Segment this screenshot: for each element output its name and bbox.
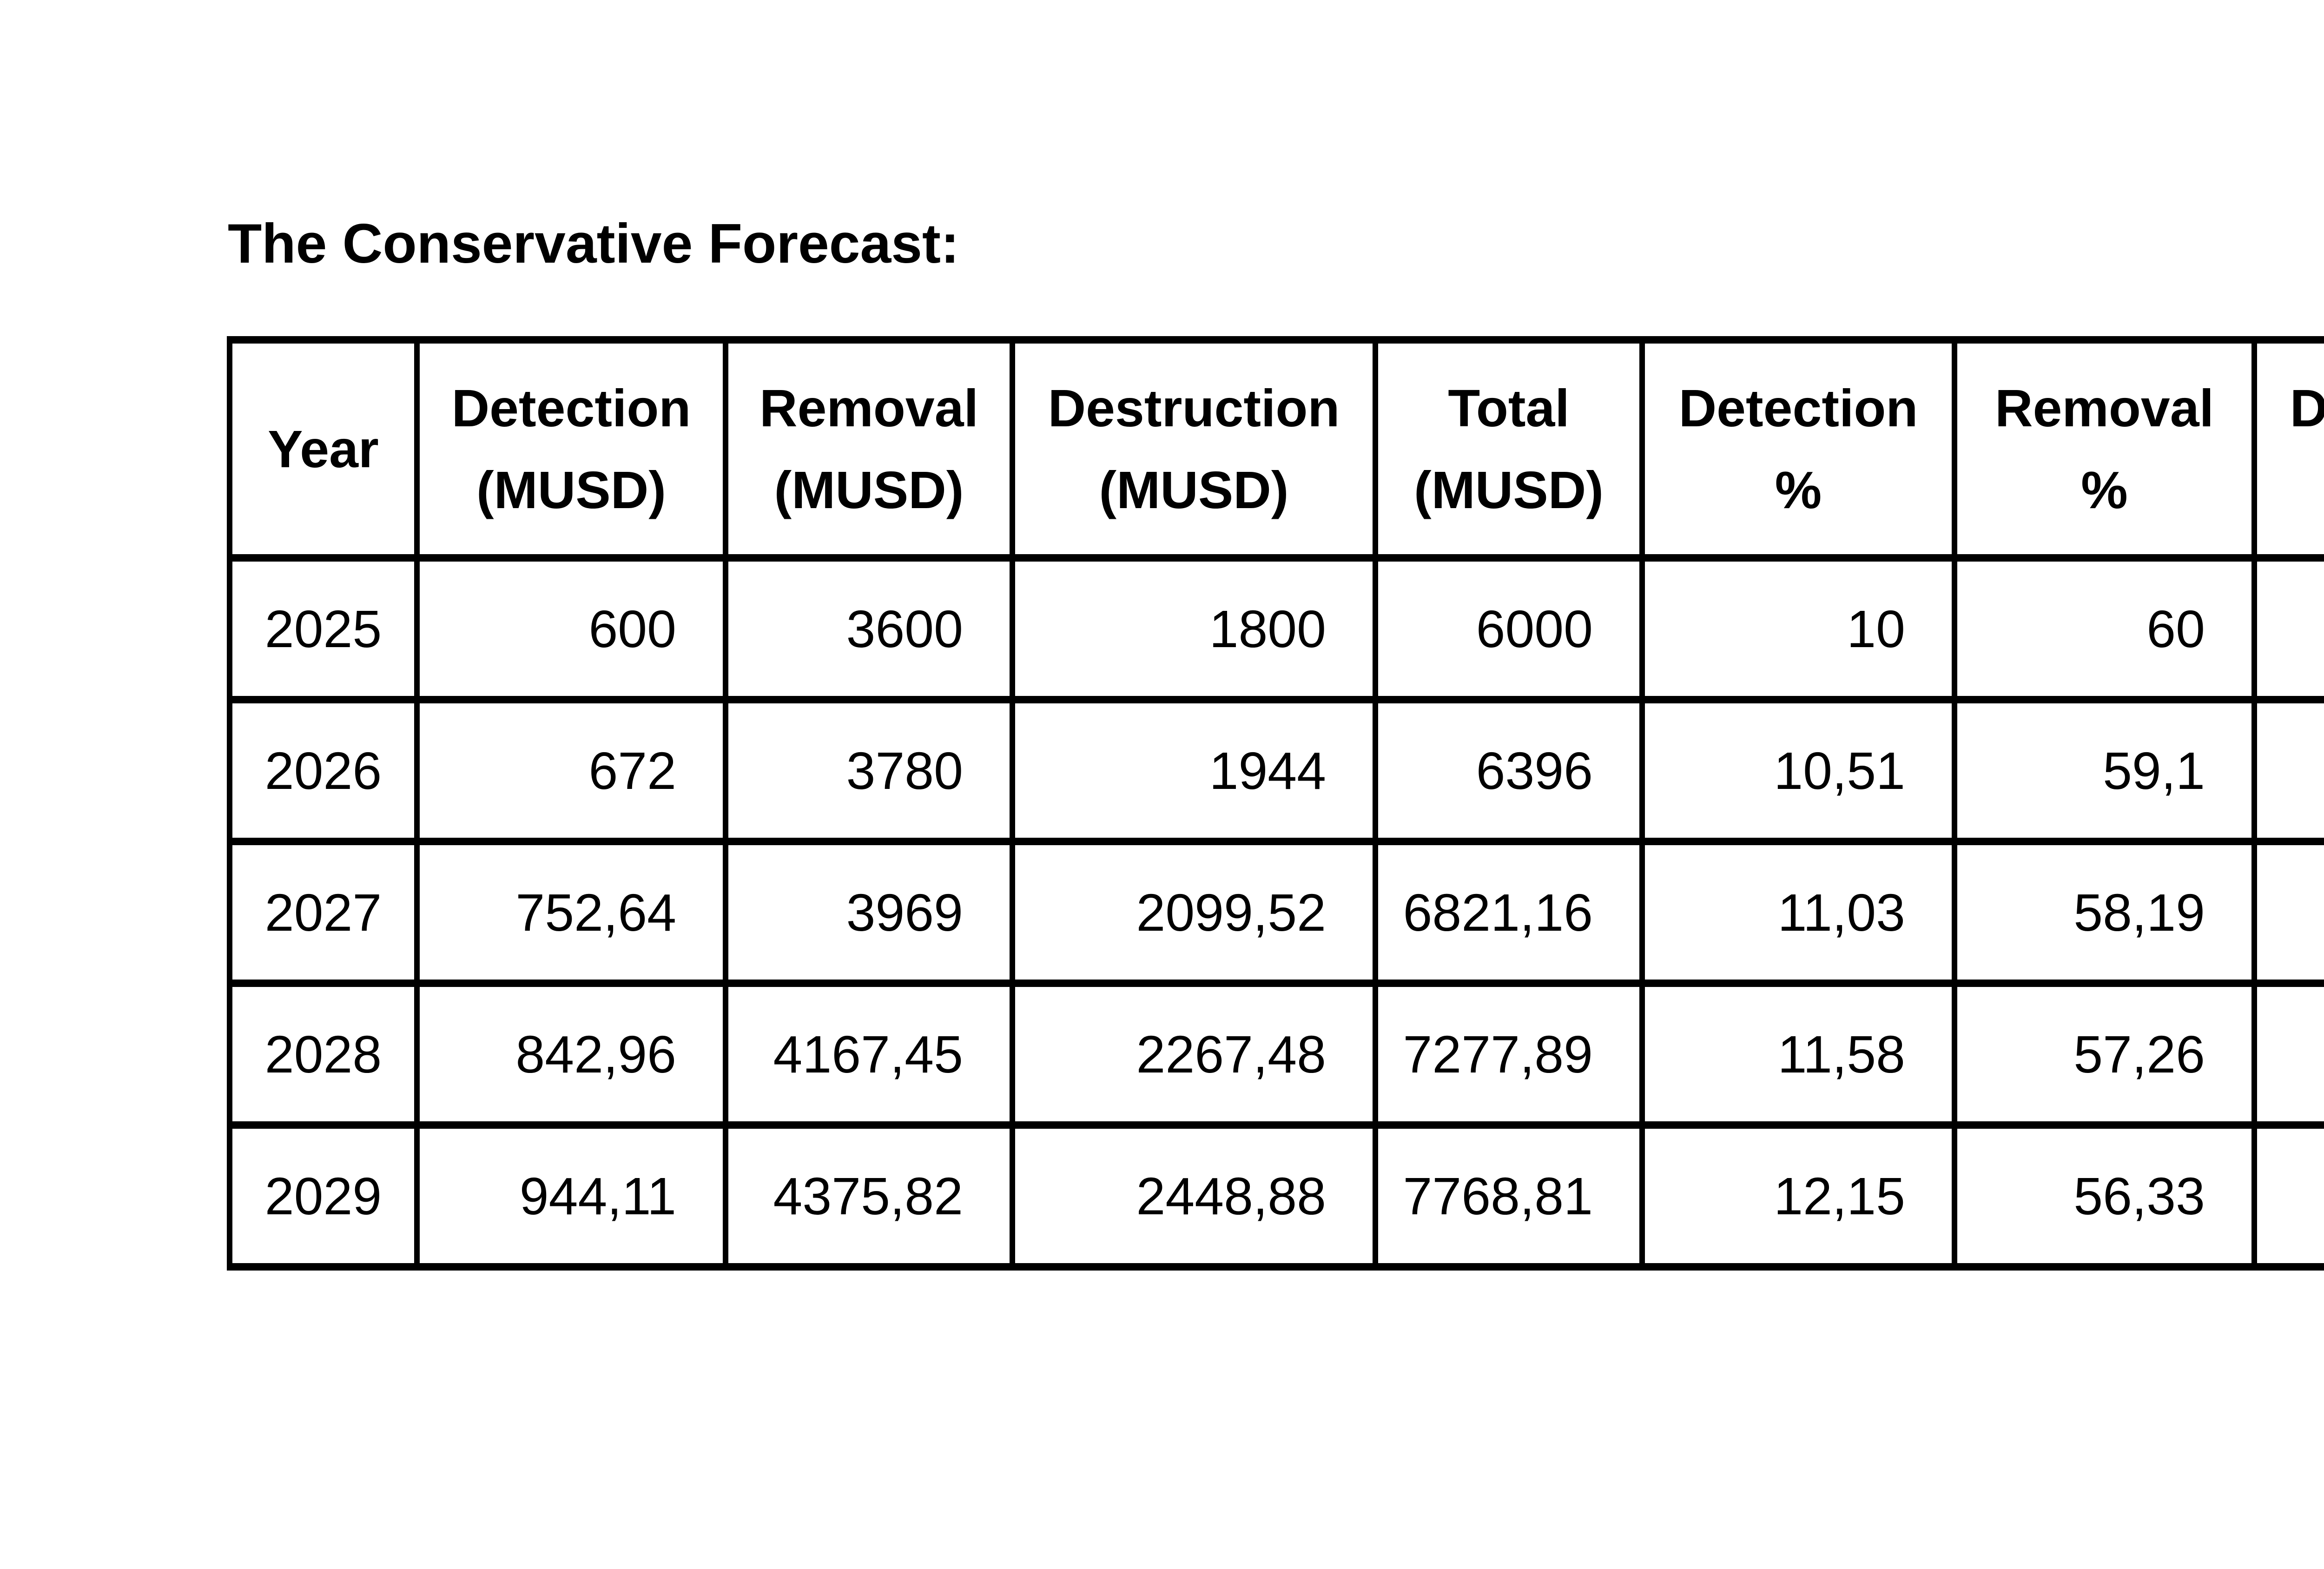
column-header-unit: % (1775, 460, 1822, 519)
table-header-row: Year Detection (MUSD) Removal (MUSD) Des… (227, 336, 2324, 562)
table-cell: 6396 (1373, 696, 1645, 845)
table-cell: 2028 (227, 980, 420, 1129)
table-cell: 57,26 (1952, 980, 2257, 1129)
table-cell: 3969 (723, 838, 1015, 987)
column-header-label: Detection (1678, 378, 1918, 437)
table-cell: 31,16 (2251, 980, 2324, 1129)
table-row: 2026 672 3780 1944 6396 10,51 59,1 30,39 (227, 696, 2324, 845)
table-cell: 60 (1952, 554, 2257, 703)
table-cell: 12,15 (1639, 1121, 1957, 1271)
table-cell: 3780 (723, 696, 1015, 845)
column-header-unit: (MUSD) (1414, 460, 1604, 519)
table-cell: 1800 (1010, 554, 1378, 703)
table-cell: 2267,48 (1010, 980, 1378, 1129)
table-cell: 31,52 (2251, 1121, 2324, 1271)
table-cell: 2027 (227, 838, 420, 987)
table-cell: 11,03 (1639, 838, 1957, 987)
table-cell: 7277,89 (1373, 980, 1645, 1129)
table-cell: 600 (414, 554, 728, 703)
table-cell: 6000 (1373, 554, 1645, 703)
column-header-label: Destruction (1048, 378, 1340, 437)
column-header-label: Detection (451, 378, 691, 437)
column-header-removal-musd: Removal (MUSD) (723, 336, 1015, 562)
table-cell: 4375,82 (723, 1121, 1015, 1271)
column-header-label: Removal (759, 378, 979, 437)
table-cell: 752,64 (414, 838, 728, 987)
table-cell: 58,19 (1952, 838, 2257, 987)
table-cell: 2029 (227, 1121, 420, 1271)
table-row: 2025 600 3600 1800 6000 10 60 30 (227, 554, 2324, 703)
column-header-unit: % (2081, 460, 2128, 519)
column-header-detection-musd: Detection (MUSD) (414, 336, 728, 562)
table-cell: 4167,45 (723, 980, 1015, 1129)
forecast-table: Year Detection (MUSD) Removal (MUSD) Des… (227, 336, 2324, 1271)
column-header-total-musd: Total (MUSD) (1373, 336, 1645, 562)
table-cell: 30,78 (2251, 838, 2324, 987)
table-cell: 842,96 (414, 980, 728, 1129)
column-header-destruction-musd: Destruction (MUSD) (1010, 336, 1378, 562)
column-header-label: Year (268, 419, 379, 478)
column-header-detection-pct: Detection % (1639, 336, 1957, 562)
table-cell: 2025 (227, 554, 420, 703)
column-header-label: Total (1448, 378, 1570, 437)
column-header-destruction-pct: Destruction % (2251, 336, 2324, 562)
table-cell: 59,1 (1952, 696, 2257, 845)
column-header-year: Year (227, 336, 420, 562)
table-cell: 56,33 (1952, 1121, 2257, 1271)
page-title: The Conservative Forecast: (228, 212, 959, 275)
table-cell: 10 (1639, 554, 1957, 703)
table-cell: 30,39 (2251, 696, 2324, 845)
table-cell: 3600 (723, 554, 1015, 703)
table-cell: 7768,81 (1373, 1121, 1645, 1271)
table-cell: 944,11 (414, 1121, 728, 1271)
column-header-unit: (MUSD) (476, 460, 666, 519)
table-cell: 30 (2251, 554, 2324, 703)
table-cell: 672 (414, 696, 728, 845)
column-header-unit: (MUSD) (774, 460, 964, 519)
table-cell: 6821,16 (1373, 838, 1645, 987)
column-header-unit: % (2260, 449, 2324, 531)
table-row: 2028 842,96 4167,45 2267,48 7277,89 11,5… (227, 980, 2324, 1129)
forecast-table-container: Year Detection (MUSD) Removal (MUSD) Des… (227, 336, 2324, 1271)
table-row: 2027 752,64 3969 2099,52 6821,16 11,03 5… (227, 838, 2324, 987)
table-cell: 2026 (227, 696, 420, 845)
table-cell: 11,58 (1639, 980, 1957, 1129)
column-header-unit: (MUSD) (1099, 460, 1289, 519)
table-cell: 10,51 (1639, 696, 1957, 845)
table-cell: 2448,88 (1010, 1121, 1378, 1271)
column-header-label: Destruction (2260, 367, 2324, 449)
table-cell: 2099,52 (1010, 838, 1378, 987)
column-header-label: Removal (1994, 378, 2214, 437)
table-row: 2029 944,11 4375,82 2448,88 7768,81 12,1… (227, 1121, 2324, 1271)
column-header-removal-pct: Removal % (1952, 336, 2257, 562)
table-cell: 1944 (1010, 696, 1378, 845)
